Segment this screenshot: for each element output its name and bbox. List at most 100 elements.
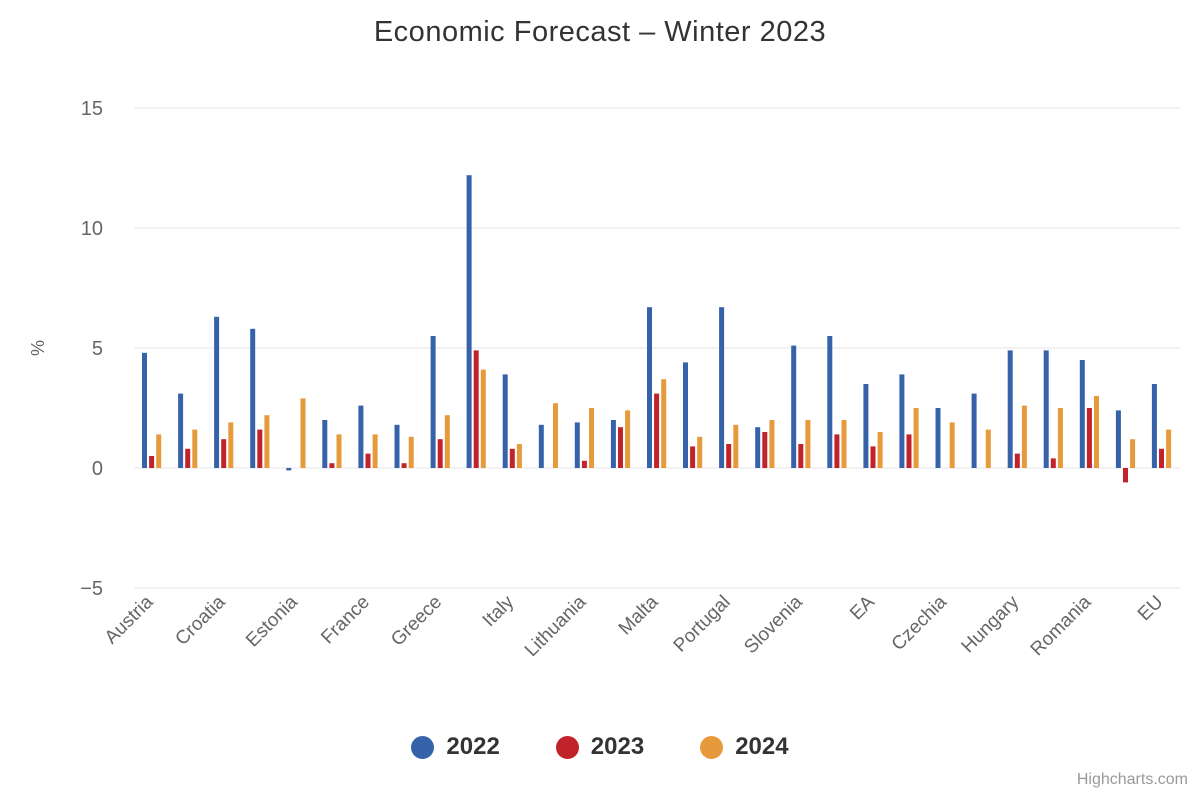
bar-Lithuania-2024[interactable] xyxy=(589,408,594,468)
bar-Netherlands-2022[interactable] xyxy=(683,362,688,468)
bar-Slovakia-2022[interactable] xyxy=(755,427,761,468)
legend-marker-icon xyxy=(411,735,435,759)
bar-Italy-2023[interactable] xyxy=(509,448,515,468)
bar-Denmark-2022[interactable] xyxy=(971,393,977,468)
bar-Estonia-2022[interactable] xyxy=(286,468,292,471)
x-axis-label-Austria: Austria xyxy=(101,591,158,648)
bar-Germany-2022[interactable] xyxy=(394,424,400,468)
bar-EU-2024[interactable] xyxy=(1166,429,1172,468)
bar-Malta-2024[interactable] xyxy=(661,379,667,468)
bar-Hungary-2023[interactable] xyxy=(1014,453,1020,468)
bar-Belgium-2023[interactable] xyxy=(185,448,191,468)
bar-Croatia-2022[interactable] xyxy=(214,316,220,468)
bar-Latvia-2024[interactable] xyxy=(553,403,558,468)
bar-Portugal-2024[interactable] xyxy=(733,424,739,468)
bar-Sweden-2022[interactable] xyxy=(1115,410,1121,468)
bar-Finland-2024[interactable] xyxy=(336,434,342,468)
bar-EU-2022[interactable] xyxy=(1151,384,1157,468)
bar-Spain-2024[interactable] xyxy=(841,420,847,468)
legend-item-2023[interactable]: 2023 xyxy=(555,733,644,761)
bar-Belgium-2024[interactable] xyxy=(192,429,198,468)
bar-Greece-2023[interactable] xyxy=(437,439,443,468)
bar-Poland-2024[interactable] xyxy=(1057,408,1063,468)
bar-Bulgaria-2023[interactable] xyxy=(906,434,912,468)
bar-Malta-2022[interactable] xyxy=(647,307,652,468)
x-axis-label-Slovenia: Slovenia xyxy=(740,591,807,658)
bar-Bulgaria-2022[interactable] xyxy=(899,374,905,468)
bar-Spain-2022[interactable] xyxy=(827,336,833,468)
x-axis-label-Hungary: Hungary xyxy=(958,591,1024,657)
bar-Malta-2023[interactable] xyxy=(654,393,660,468)
bar-Portugal-2022[interactable] xyxy=(719,307,725,468)
bar-Lithuania-2022[interactable] xyxy=(574,422,580,468)
x-axis-label-Portugal: Portugal xyxy=(670,592,735,657)
bar-Spain-2023[interactable] xyxy=(834,434,840,468)
bar-Finland-2022[interactable] xyxy=(322,420,328,468)
bar-France-2023[interactable] xyxy=(365,453,371,468)
bar-Czechia-2022[interactable] xyxy=(935,408,941,468)
bar-Italy-2024[interactable] xyxy=(516,444,522,468)
bar-Netherlands-2023[interactable] xyxy=(690,446,696,468)
bar-Denmark-2024[interactable] xyxy=(985,429,991,468)
bar-Ireland-2023[interactable] xyxy=(473,350,479,468)
bar-Poland-2022[interactable] xyxy=(1043,350,1049,468)
bar-Hungary-2022[interactable] xyxy=(1007,350,1013,468)
bar-Greece-2022[interactable] xyxy=(430,336,436,468)
bar-Slovenia-2023[interactable] xyxy=(798,444,804,468)
highcharts-credit-link[interactable]: Highcharts.com xyxy=(1076,771,1188,788)
x-axis-label-Greece: Greece xyxy=(387,592,446,651)
bar-Bulgaria-2024[interactable] xyxy=(913,408,919,468)
bar-Ireland-2022[interactable] xyxy=(466,175,472,468)
bar-Italy-2022[interactable] xyxy=(502,374,508,468)
bar-Finland-2023[interactable] xyxy=(329,463,335,468)
bar-Netherlands-2024[interactable] xyxy=(697,436,703,468)
bar-Austria-2024[interactable] xyxy=(156,434,162,468)
bar-Slovenia-2024[interactable] xyxy=(805,420,811,468)
y-axis-label--5: −5 xyxy=(80,578,103,600)
bar-Germany-2024[interactable] xyxy=(408,436,414,468)
bar-Luxembourg-2022[interactable] xyxy=(610,420,616,468)
bar-Portugal-2023[interactable] xyxy=(726,444,732,468)
bar-Luxembourg-2024[interactable] xyxy=(625,410,631,468)
bar-France-2022[interactable] xyxy=(358,405,364,468)
bar-Romania-2022[interactable] xyxy=(1079,360,1085,468)
y-axis-label-5: 5 xyxy=(92,338,103,360)
bar-Sweden-2024[interactable] xyxy=(1130,439,1136,468)
bar-Romania-2024[interactable] xyxy=(1094,396,1099,468)
bar-France-2024[interactable] xyxy=(372,434,378,468)
bar-Luxembourg-2023[interactable] xyxy=(618,427,623,468)
legend: 2022 2023 2024 xyxy=(0,724,1200,770)
bar-Greece-2024[interactable] xyxy=(444,415,450,468)
bar-Romania-2023[interactable] xyxy=(1086,408,1092,468)
bar-Belgium-2022[interactable] xyxy=(178,393,184,468)
legend-item-label: 2022 xyxy=(446,733,500,760)
bar-Ireland-2024[interactable] xyxy=(480,369,486,468)
bar-Poland-2023[interactable] xyxy=(1050,458,1056,468)
bar-Latvia-2022[interactable] xyxy=(538,424,544,468)
bar-Sweden-2023[interactable] xyxy=(1123,468,1128,483)
bar-EA-2023[interactable] xyxy=(870,446,876,468)
bar-Estonia-2024[interactable] xyxy=(300,398,306,468)
legend-item-2024[interactable]: 2024 xyxy=(700,733,789,761)
bar-Cyprus-2024[interactable] xyxy=(264,415,270,468)
x-axis-label-EU: EU xyxy=(1134,592,1168,626)
bar-Croatia-2023[interactable] xyxy=(221,439,227,468)
bar-Slovakia-2024[interactable] xyxy=(769,420,775,468)
bar-Austria-2022[interactable] xyxy=(142,352,147,468)
bar-Austria-2023[interactable] xyxy=(149,456,155,468)
bar-Lithuania-2023[interactable] xyxy=(581,460,587,468)
bar-Cyprus-2022[interactable] xyxy=(250,328,256,468)
bar-Slovenia-2022[interactable] xyxy=(791,345,797,468)
bar-Czechia-2024[interactable] xyxy=(949,422,955,468)
bar-Hungary-2024[interactable] xyxy=(1021,405,1027,468)
bar-Germany-2023[interactable] xyxy=(401,463,407,468)
bar-EU-2023[interactable] xyxy=(1159,448,1164,468)
bar-EA-2022[interactable] xyxy=(863,384,869,468)
x-axis-label-Estonia: Estonia xyxy=(242,591,302,651)
bar-Croatia-2024[interactable] xyxy=(228,422,234,468)
bar-Cyprus-2023[interactable] xyxy=(257,429,263,468)
bar-Slovakia-2023[interactable] xyxy=(762,432,768,468)
legend-item-2022[interactable]: 2022 xyxy=(411,733,500,761)
bar-EA-2024[interactable] xyxy=(877,432,883,468)
